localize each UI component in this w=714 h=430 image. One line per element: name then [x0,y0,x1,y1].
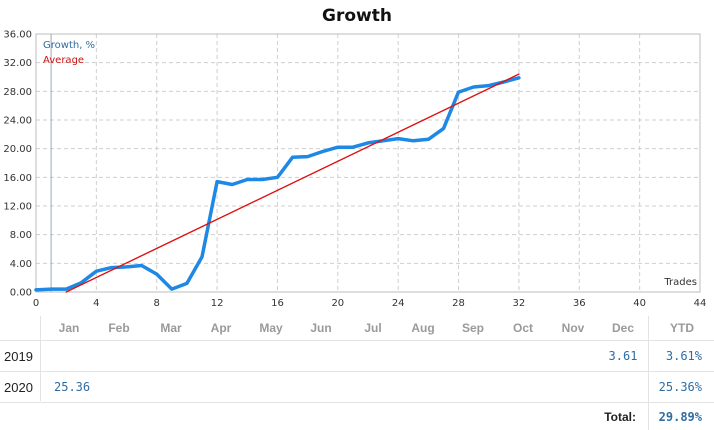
growth-point [125,266,128,268]
growth-point [261,178,263,181]
table-row: 2019 3.61 3.61% [0,340,714,371]
total-value: 29.89% [648,403,714,430]
table-row: 2020 25.36 25.36% [0,371,714,402]
month-header: Feb [108,321,130,335]
year-column-divider [40,316,41,401]
growth-point [110,267,113,269]
growth-point [337,146,339,148]
x-tick-label: 32 [513,298,526,309]
growth-point [141,264,143,267]
y-tick-label: 20.00 [3,144,32,155]
growth-point [427,138,429,140]
ytd-header: YTD [648,316,714,340]
growth-point [442,128,445,130]
month-header: Aug [411,321,435,335]
x-tick-label: 12 [211,298,224,309]
y-tick-label: 36.00 [3,30,32,41]
growth-point [231,183,233,186]
growth-point [171,288,173,290]
x-tick-label: 24 [392,298,405,309]
ytd-value: 3.61% [648,341,714,371]
growth-point [80,282,82,284]
growth-point [488,85,490,87]
growth-point [65,288,67,290]
growth-point [322,150,324,153]
chart-legend: Growth, % Average [43,40,95,66]
x-tick-label: 40 [633,298,646,309]
total-row: Total: 29.89% [0,402,714,430]
month-header: Jun [310,321,332,335]
x-axis-label: Trades [663,277,697,288]
average-series-line [65,73,520,293]
y-tick-label: 0.00 [10,288,32,299]
growth-chart: 0.00 4.00 8.00 12.00 16.00 20.00 24.00 28.00 32.… [3,30,706,310]
growth-point [35,289,37,291]
x-tick-label: 20 [331,298,344,309]
y-tick-label: 12.00 [3,202,32,213]
year-label: 2019 [4,348,33,364]
growth-point [412,140,414,142]
growth-point [367,142,369,144]
growth-point [307,155,309,158]
growth-point [156,273,158,275]
month-header: Nov [561,321,585,335]
legend-growth: Growth, % [43,40,95,51]
y-tick-label: 16.00 [3,173,32,184]
plot-frame [35,33,701,293]
growth-point [382,140,384,142]
month-value: 3.61 [608,349,638,363]
legend-average: Average [43,55,84,66]
growth-point [518,77,520,79]
x-tick-label: 44 [694,298,707,309]
month-header: Mar [160,321,182,335]
y-tick-label: 4.00 [10,259,32,270]
growth-point [95,270,97,272]
month-header: Sep [461,321,484,335]
growth-point [473,86,475,88]
x-tick-label: 36 [573,298,586,309]
growth-point [276,176,279,178]
growth-point [291,156,294,158]
growth-point [50,288,52,290]
growth-point [201,256,203,258]
year-label: 2020 [4,379,33,395]
ytd-value: 25.36% [648,372,714,402]
y-tick-label: 32.00 [3,58,32,69]
x-tick-label: 4 [93,298,99,309]
month-header: Oct [512,321,533,335]
total-label: Total: [604,409,636,424]
y-tick-label: 28.00 [3,87,32,98]
growth-point [186,282,188,284]
y-tick-label: 8.00 [10,230,32,241]
table-header-row: Jan Feb Mar Apr May Jun Jul Aug Sep Oct Nov Dec YTD [0,316,714,340]
growth-point [216,181,218,183]
month-header: Jul [364,321,382,335]
monthly-returns-table: Jan Feb Mar Apr May Jun Jul Aug Sep Oct Nov Dec YTD … [0,316,714,430]
growth-point [457,91,460,93]
x-tick-label: 28 [452,298,465,309]
month-header: Jan [58,321,80,335]
series-layer [34,73,521,293]
chart-title: Growth [322,6,392,26]
month-header: May [259,321,283,335]
month-header: Dec [611,321,634,335]
growth-point [397,138,399,140]
month-value: 25.36 [54,380,91,394]
x-tick-label: 8 [154,298,160,309]
chart-axes: 0.00 4.00 8.00 12.00 16.00 20.00 24.00 28.00 32.… [3,30,706,310]
month-header: Apr [210,321,232,335]
y-tick-label: 24.00 [3,116,32,127]
growth-point [246,178,248,181]
growth-point [352,146,354,148]
x-tick-label: 16 [271,298,284,309]
grid-lines [36,33,701,292]
x-tick-label: 0 [33,298,39,309]
